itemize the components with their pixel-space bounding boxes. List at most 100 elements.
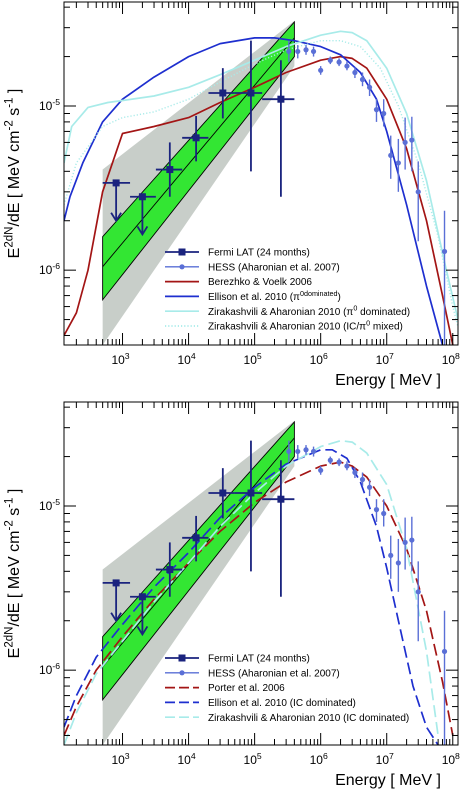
fermi-point-3 bbox=[155, 142, 183, 197]
legend: Fermi LAT (24 months) HESS (Aharonian et … bbox=[165, 654, 409, 724]
model-line-2 bbox=[64, 37, 444, 345]
model-line-4 bbox=[64, 40, 458, 328]
circle-marker bbox=[366, 484, 373, 490]
circle-marker bbox=[395, 560, 401, 566]
legend-marker bbox=[178, 654, 186, 662]
legend-marker bbox=[179, 264, 185, 270]
circle-marker bbox=[395, 160, 401, 166]
square-marker bbox=[112, 179, 120, 187]
circle-marker bbox=[409, 137, 415, 143]
hess-point-5 bbox=[318, 466, 324, 475]
x-tick-label: 108​ bbox=[442, 751, 460, 767]
x-tick-label: 105​ bbox=[244, 751, 262, 767]
fermi-point-7 bbox=[262, 460, 295, 597]
hess-point-12 bbox=[373, 99, 380, 122]
fermi-point-2 bbox=[130, 193, 156, 237]
square-marker bbox=[219, 89, 227, 97]
legend-item-2: HESS (Aharonian et al. 2007) bbox=[165, 668, 340, 679]
model-line-1 bbox=[64, 55, 454, 345]
hess-point-1 bbox=[286, 40, 292, 63]
hess-point-5 bbox=[318, 66, 324, 75]
x-tick-label: 106​ bbox=[310, 351, 328, 367]
model-line-3 bbox=[64, 439, 439, 745]
upper-limit-arrow bbox=[136, 225, 149, 237]
circle-marker bbox=[381, 110, 387, 117]
y-tick-label: 10-5​ bbox=[39, 497, 60, 513]
x-axis-label: Energy [ MeV ] bbox=[335, 772, 441, 789]
square-marker bbox=[247, 89, 255, 97]
fit-line bbox=[102, 37, 295, 267]
fermi-point-6 bbox=[234, 440, 263, 572]
circle-marker bbox=[327, 57, 333, 63]
circle-marker bbox=[318, 467, 324, 473]
circle-marker bbox=[336, 459, 342, 465]
hess-point-16 bbox=[402, 117, 408, 170]
hess-point-16 bbox=[402, 517, 408, 570]
hess-point-18 bbox=[415, 561, 421, 642]
hess-point-3 bbox=[303, 445, 309, 455]
circle-marker bbox=[286, 48, 292, 55]
upper-limit-arrow bbox=[110, 612, 122, 623]
legend-label: Fermi LAT (24 months) bbox=[208, 248, 310, 259]
legend-marker bbox=[178, 248, 186, 256]
hess-point-6 bbox=[327, 56, 333, 65]
square-marker bbox=[138, 193, 146, 201]
circle-marker bbox=[388, 552, 394, 559]
square-marker bbox=[166, 566, 174, 574]
circle-marker bbox=[402, 139, 408, 146]
circle-marker bbox=[303, 47, 309, 53]
hess-point-14 bbox=[388, 535, 394, 579]
hess-point-14 bbox=[388, 135, 394, 179]
model-line-1 bbox=[64, 461, 454, 736]
upper-limit-arrow bbox=[110, 212, 122, 223]
hess-point-13 bbox=[381, 499, 387, 527]
x-tick-label: 104​ bbox=[177, 751, 195, 767]
square-marker bbox=[192, 534, 200, 542]
legend-label: Ellison et al. 2010 (IC dominated) bbox=[208, 698, 356, 709]
circle-marker bbox=[415, 589, 421, 595]
plot-frame bbox=[63, 401, 459, 746]
upper-limit-arrow bbox=[136, 625, 149, 637]
hess-point-9 bbox=[352, 467, 358, 479]
hess-point-6 bbox=[327, 456, 333, 465]
fermi-point-6 bbox=[234, 40, 263, 172]
x-tick-label: 107​ bbox=[376, 751, 394, 767]
square-marker bbox=[112, 579, 120, 587]
x-tick-label: 103​ bbox=[111, 351, 129, 367]
hess-point-17 bbox=[409, 516, 415, 572]
circle-marker bbox=[352, 469, 358, 476]
plot-frame bbox=[63, 1, 459, 346]
circle-marker bbox=[318, 67, 324, 73]
hess-point-7 bbox=[336, 458, 342, 467]
legend-label: HESS (Aharonian et al. 2007) bbox=[208, 262, 340, 273]
legend: Fermi LAT (24 months) HESS (Aharonian et … bbox=[165, 248, 410, 333]
hess-point-10 bbox=[359, 72, 366, 87]
legend-item-5: Zirakashvili & Aharonian 2010 (IC domina… bbox=[165, 713, 409, 724]
fermi-point-7 bbox=[262, 60, 295, 197]
circle-marker bbox=[295, 448, 301, 455]
y-tick-label: 10-5​ bbox=[39, 97, 60, 113]
hess-point-15 bbox=[395, 138, 401, 192]
circle-marker bbox=[441, 248, 448, 255]
fermi-point-5 bbox=[208, 468, 235, 519]
plot-area bbox=[64, 420, 454, 745]
hess-point-10 bbox=[359, 472, 366, 487]
fermi-point-4 bbox=[182, 515, 209, 562]
model-line-3 bbox=[64, 30, 458, 320]
legend-item-4: Ellison et al. 2010 (IC dominated) bbox=[165, 698, 356, 709]
hess-point-9 bbox=[352, 67, 358, 79]
x-tick-label: 105​ bbox=[244, 351, 262, 367]
legend-label: Fermi LAT (24 months) bbox=[208, 654, 310, 665]
fermi-point-1 bbox=[102, 579, 131, 623]
hess-point-11 bbox=[366, 479, 373, 497]
fermi-point-4 bbox=[182, 115, 209, 162]
circle-marker bbox=[336, 59, 342, 65]
square-marker bbox=[277, 95, 285, 103]
fermi-point-2 bbox=[130, 593, 156, 637]
plot-area bbox=[64, 20, 458, 345]
chart-panel-1: 103​ 104​ 105​ 106​ 107​ 108​ 10-6​ 10-5​ Energy… bbox=[3, 1, 460, 389]
axis-ticks bbox=[64, 402, 458, 745]
circle-marker bbox=[409, 537, 415, 543]
model-line-2 bbox=[64, 448, 439, 745]
circle-marker bbox=[295, 48, 301, 55]
